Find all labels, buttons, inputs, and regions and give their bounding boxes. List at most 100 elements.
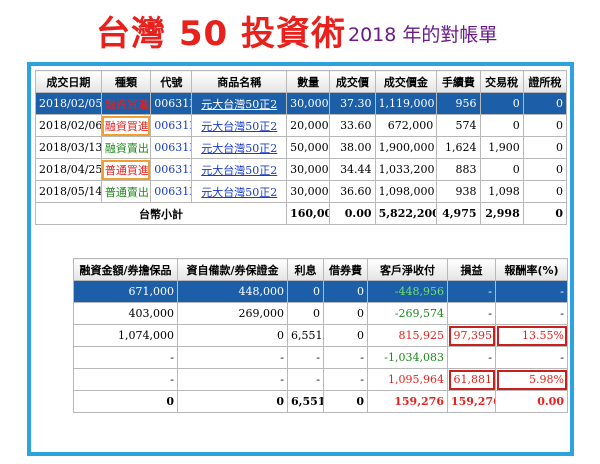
trade-tax: 0 <box>479 158 524 181</box>
col-header[interactable]: 交易稅 <box>479 70 524 93</box>
col-header[interactable]: 種類 <box>100 70 152 93</box>
trade-code: 00631L <box>150 114 193 137</box>
trade-price: 36.60 <box>329 180 376 203</box>
trade-qty: 30,000 <box>286 92 331 115</box>
trade-name-link[interactable]: 元大台灣50正2 <box>191 136 288 159</box>
subtotal-tax: 2,998 <box>479 202 524 225</box>
table-row[interactable]: 2018/04/25 普通買進 00631L 元大台灣50正2 30,000 3… <box>35 158 568 181</box>
trade-fee: 938 <box>436 180 481 203</box>
trade-name-link[interactable]: 元大台灣50正2 <box>191 180 288 203</box>
lending-fee: 0 <box>323 302 368 325</box>
table-row[interactable]: 2018/02/06 融資買進 00631L 元大台灣50正2 20,000 3… <box>35 114 568 137</box>
self-funds: 448,000 <box>177 280 288 303</box>
profit-loss: - <box>447 280 496 303</box>
trade-amount: 1,119,000 <box>374 92 438 115</box>
trade-code: 00631L <box>150 158 193 181</box>
net-settlement: 1,095,964 <box>367 368 448 391</box>
table-row[interactable]: 403,000 269,000 0 0 -269,574 - - <box>73 302 568 325</box>
trade-tax: 1,098 <box>479 180 524 203</box>
table-row[interactable]: 671,000 448,000 0 0 -448,956 - - <box>73 280 568 303</box>
interest: 0 <box>287 302 324 325</box>
margin-amount: - <box>73 368 178 391</box>
total-profit-loss: 159,276 <box>447 390 496 413</box>
net-settlement: -1,034,083 <box>367 346 448 369</box>
col-header[interactable]: 融資金額/券擔保品 <box>73 258 178 281</box>
margin-amount: 671,000 <box>73 280 178 303</box>
trade-code: 00631L <box>150 180 193 203</box>
col-header[interactable]: 成交日期 <box>35 70 102 93</box>
trade-date: 2018/02/05 <box>35 92 102 115</box>
col-header[interactable]: 借券費 <box>323 258 368 281</box>
trade-sec-tax: 0 <box>522 158 568 181</box>
col-header[interactable]: 損益 <box>447 258 496 281</box>
col-header[interactable]: 利息 <box>287 258 324 281</box>
interest: - <box>287 368 324 391</box>
col-header[interactable]: 成交價 <box>329 70 376 93</box>
return-rate: - <box>495 302 568 325</box>
trade-type: 融資買進 <box>100 114 152 137</box>
trade-code: 00631L <box>150 92 193 115</box>
col-header[interactable]: 報酬率(%) <box>495 258 568 281</box>
statement-frame: 成交日期 種類 代號 商品名稱 數量 成交價 成交價金 手續費 交易稅 證所稅 … <box>27 62 574 456</box>
table-row[interactable]: 1,074,000 0 6,551 0 815,925 97,395 13.55… <box>73 324 568 347</box>
profit-loss: - <box>447 346 496 369</box>
trade-qty: 20,000 <box>286 114 331 137</box>
table-row[interactable]: 2018/02/05 融資買進 00631L 元大台灣50正2 30,000 3… <box>35 92 568 115</box>
trade-price: 38.00 <box>329 136 376 159</box>
lending-fee: - <box>323 346 368 369</box>
margin-amount: 1,074,000 <box>73 324 178 347</box>
return-rate: - <box>495 346 568 369</box>
trade-type: 融資賣出 <box>100 136 152 159</box>
trade-sec-tax: 0 <box>522 92 568 115</box>
settlement-header-row: 融資金額/券擔保品 資自備款/券保證金 利息 借券費 客戶淨收付 損益 報酬率(… <box>73 258 568 281</box>
col-header[interactable]: 代號 <box>150 70 193 93</box>
profit-loss: 61,881 <box>447 368 496 391</box>
total-net-settlement: 159,276 <box>367 390 448 413</box>
net-settlement: 815,925 <box>367 324 448 347</box>
trade-name-link[interactable]: 元大台灣50正2 <box>191 92 288 115</box>
table-row[interactable]: 2018/05/14 普通賣出 00631L 元大台灣50正2 30,000 3… <box>35 180 568 203</box>
total-lending-fee: 0 <box>323 390 368 413</box>
trade-amount: 672,000 <box>374 114 438 137</box>
col-header[interactable]: 手續費 <box>436 70 481 93</box>
return-rate: 13.55% <box>495 324 568 347</box>
col-header[interactable]: 客戶淨收付 <box>367 258 448 281</box>
profit-loss: - <box>447 302 496 325</box>
total-margin: 0 <box>73 390 178 413</box>
trade-fee: 574 <box>436 114 481 137</box>
subtotal-price: 0.00 <box>329 202 376 225</box>
trade-type: 融資買進 <box>100 92 152 115</box>
settlement-table: 融資金額/券擔保品 資自備款/券保證金 利息 借券費 客戶淨收付 損益 報酬率(… <box>73 258 568 413</box>
table-row[interactable]: - - - - 1,095,964 61,881 5.98% <box>73 368 568 391</box>
trade-type: 普通買進 <box>100 158 152 181</box>
trade-fee: 883 <box>436 158 481 181</box>
total-return-rate: 0.00 <box>495 390 568 413</box>
subtotal-fee: 4,975 <box>436 202 481 225</box>
subtotal-label: 台幣小計 <box>34 202 288 225</box>
col-header[interactable]: 資自備款/券保證金 <box>177 258 288 281</box>
col-header[interactable]: 成交價金 <box>374 70 438 93</box>
total-self-funds: 0 <box>177 390 288 413</box>
trade-date: 2018/02/06 <box>35 114 102 137</box>
self-funds: - <box>177 346 288 369</box>
settlement-total-row: 0 0 6,551 0 159,276 159,276 0.00 <box>73 390 568 413</box>
return-rate: - <box>495 280 568 303</box>
table-row[interactable]: 2018/03/13 融資賣出 00631L 元大台灣50正2 50,000 3… <box>35 136 568 159</box>
col-header[interactable]: 商品名稱 <box>191 70 288 93</box>
page-subtitle: 2018 年的對帳單 <box>348 24 498 46</box>
trade-tax: 0 <box>479 92 524 115</box>
lending-fee: 0 <box>323 280 368 303</box>
trade-code: 00631L <box>150 136 193 159</box>
trade-qty: 30,000 <box>286 158 331 181</box>
subtotal-qty: 160,000 <box>286 202 331 225</box>
trade-name-link[interactable]: 元大台灣50正2 <box>191 158 288 181</box>
trade-amount: 1,900,000 <box>374 136 438 159</box>
col-header[interactable]: 數量 <box>286 70 331 93</box>
col-header[interactable]: 證所稅 <box>522 70 568 93</box>
margin-amount: 403,000 <box>73 302 178 325</box>
table-row[interactable]: - - - - -1,034,083 - - <box>73 346 568 369</box>
trade-name-link[interactable]: 元大台灣50正2 <box>191 114 288 137</box>
trade-sec-tax: 0 <box>522 136 568 159</box>
trade-qty: 30,000 <box>286 180 331 203</box>
trade-amount: 1,098,000 <box>374 180 438 203</box>
